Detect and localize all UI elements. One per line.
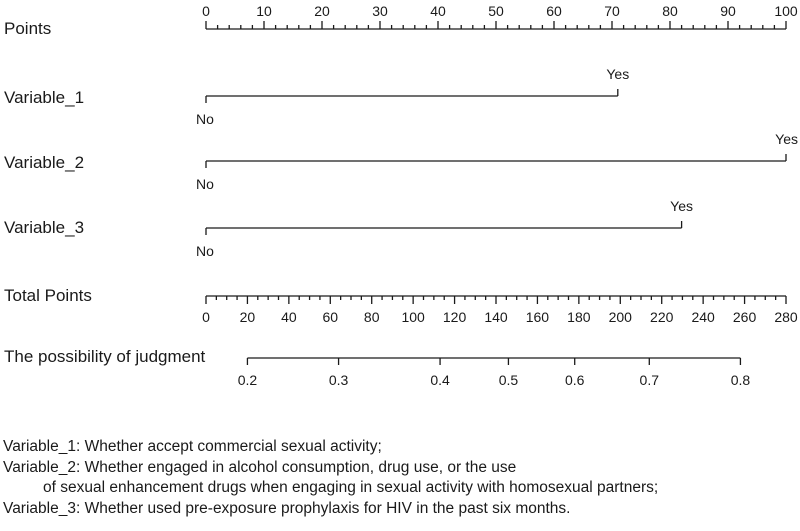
tick-label-points: 60 (546, 3, 562, 19)
footnotes: Variable_1: Whether accept commercial se… (3, 437, 658, 519)
probability-tick-label: 0.7 (640, 372, 660, 388)
level-label-variable-3-no: No (196, 243, 214, 259)
tick-label-total-points: 160 (526, 309, 550, 325)
footnote-variable-2: Variable_2: Whether engaged in alcohol c… (3, 458, 517, 476)
tick-label-total-points: 240 (691, 309, 715, 325)
probability-tick-label: 0.2 (238, 372, 258, 388)
row-label-total-points: Total Points (4, 286, 92, 305)
tick-label-points: 50 (488, 3, 504, 19)
tick-label-total-points: 200 (609, 309, 633, 325)
probability-tick-label: 0.5 (499, 372, 519, 388)
tick-label-total-points: 20 (240, 309, 256, 325)
level-label-variable-1-yes: Yes (606, 66, 629, 82)
probability-tick-label: 0.6 (565, 372, 585, 388)
tick-label-points: 90 (720, 3, 736, 19)
tick-label-points: 100 (774, 3, 798, 19)
probability-tick-label: 0.4 (430, 372, 450, 388)
tick-label-total-points: 140 (484, 309, 508, 325)
tick-label-points: 40 (430, 3, 446, 19)
footnote-variable-1: Variable_1: Whether accept commercial se… (3, 438, 382, 455)
tick-label-total-points: 220 (650, 309, 674, 325)
footnote-variable-3: Variable_3: Whether used pre-exposure pr… (3, 499, 571, 517)
tick-label-points: 70 (604, 3, 620, 19)
row-label-variable-2: Variable_2 (4, 153, 84, 172)
tick-label-total-points: 100 (401, 309, 425, 325)
tick-label-total-points: 260 (733, 309, 757, 325)
tick-label-points: 80 (662, 3, 678, 19)
tick-label-points: 30 (372, 3, 388, 19)
tick-label-total-points: 280 (774, 309, 798, 325)
level-label-variable-3-yes: Yes (670, 198, 693, 214)
row-label-variable-1: Variable_1 (4, 88, 84, 107)
level-label-variable-2-no: No (196, 176, 214, 192)
tick-label-total-points: 0 (202, 309, 210, 325)
nomogram-chart: Points 0 10 20 30 40 50 60 70 80 90 100 Variable_1 No… (4, 3, 798, 388)
row-label-variable-3: Variable_3 (4, 218, 84, 237)
row-label-the-possibility-of-judgment: The possibility of judgment (4, 347, 206, 366)
tick-label-total-points: 120 (443, 309, 467, 325)
tick-label-points: 10 (256, 3, 272, 19)
tick-label-total-points: 60 (322, 309, 338, 325)
tick-label-points: 20 (314, 3, 330, 19)
footnote-variable-2-continued: of sexual enhancement drugs when engagin… (43, 479, 659, 496)
tick-label-points: 0 (202, 3, 210, 19)
level-label-variable-2-yes: Yes (775, 131, 798, 147)
probability-tick-label: 0.8 (731, 372, 751, 388)
level-label-variable-1-no: No (196, 111, 214, 127)
probability-tick-label: 0.3 (329, 372, 349, 388)
tick-label-total-points: 180 (567, 309, 591, 325)
row-label-points: Points (4, 19, 51, 38)
tick-label-total-points: 40 (281, 309, 297, 325)
tick-label-total-points: 80 (364, 309, 380, 325)
